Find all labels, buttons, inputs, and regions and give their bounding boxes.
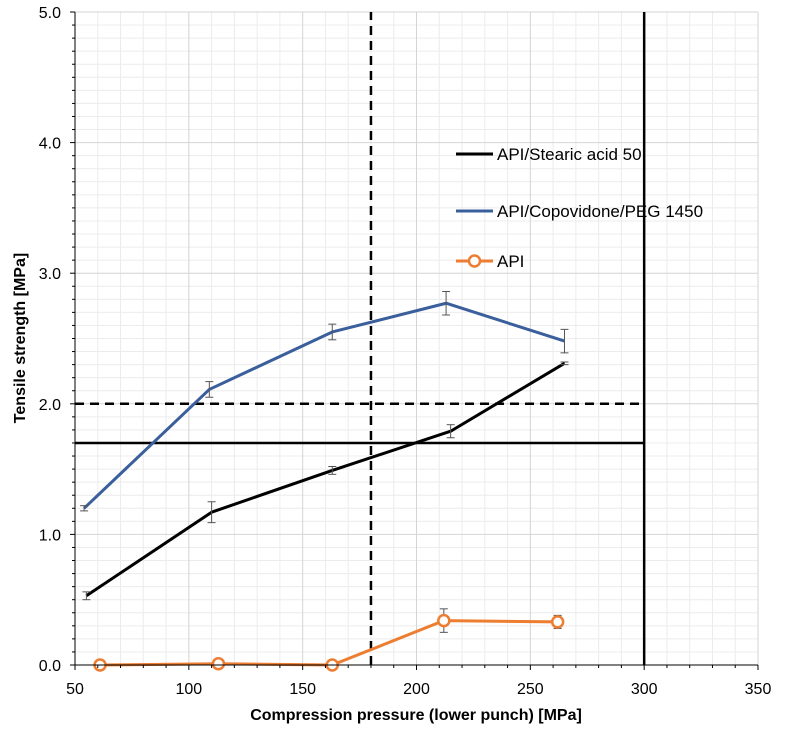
y-tick-label: 1.0: [39, 527, 61, 544]
y-tick-label: 4.0: [39, 136, 61, 153]
axes: [70, 11, 759, 670]
x-tick-label: 150: [289, 681, 316, 698]
y-axis-title: Tensile strength [MPa]: [12, 253, 29, 423]
tick-labels: 50 100 150 200 250 300 350 0.0 1.0 2.0 3.0 4.0 5.0: [39, 5, 772, 698]
y-tick-label: 5.0: [39, 5, 61, 22]
legend-label-1: API/Copovidone/PEG 1450: [497, 202, 703, 221]
data-point-2: [437, 613, 451, 628]
data-point-2: [211, 656, 226, 671]
x-tick-label: 250: [517, 681, 544, 698]
x-tick-label: 350: [745, 681, 772, 698]
y-tick-label: 0.0: [39, 658, 61, 675]
y-tick-label: 3.0: [39, 266, 61, 283]
legend-marker-2: [467, 254, 482, 268]
x-tick-label: 50: [66, 681, 84, 698]
legend-label-0: API/Stearic acid 50: [497, 145, 642, 164]
legend: API/Stearic acid 50 API/Copovidone/PEG 14…: [456, 145, 703, 271]
x-tick-label: 300: [631, 681, 658, 698]
x-tick-label: 100: [175, 681, 202, 698]
reference-lines: [75, 12, 646, 665]
x-axis-title: Compression pressure (lower punch) [MPa]: [250, 707, 582, 724]
x-tick-label: 200: [403, 681, 430, 698]
data-point-2: [550, 615, 565, 629]
legend-label-2: API: [497, 252, 524, 271]
y-tick-label: 2.0: [39, 397, 61, 414]
